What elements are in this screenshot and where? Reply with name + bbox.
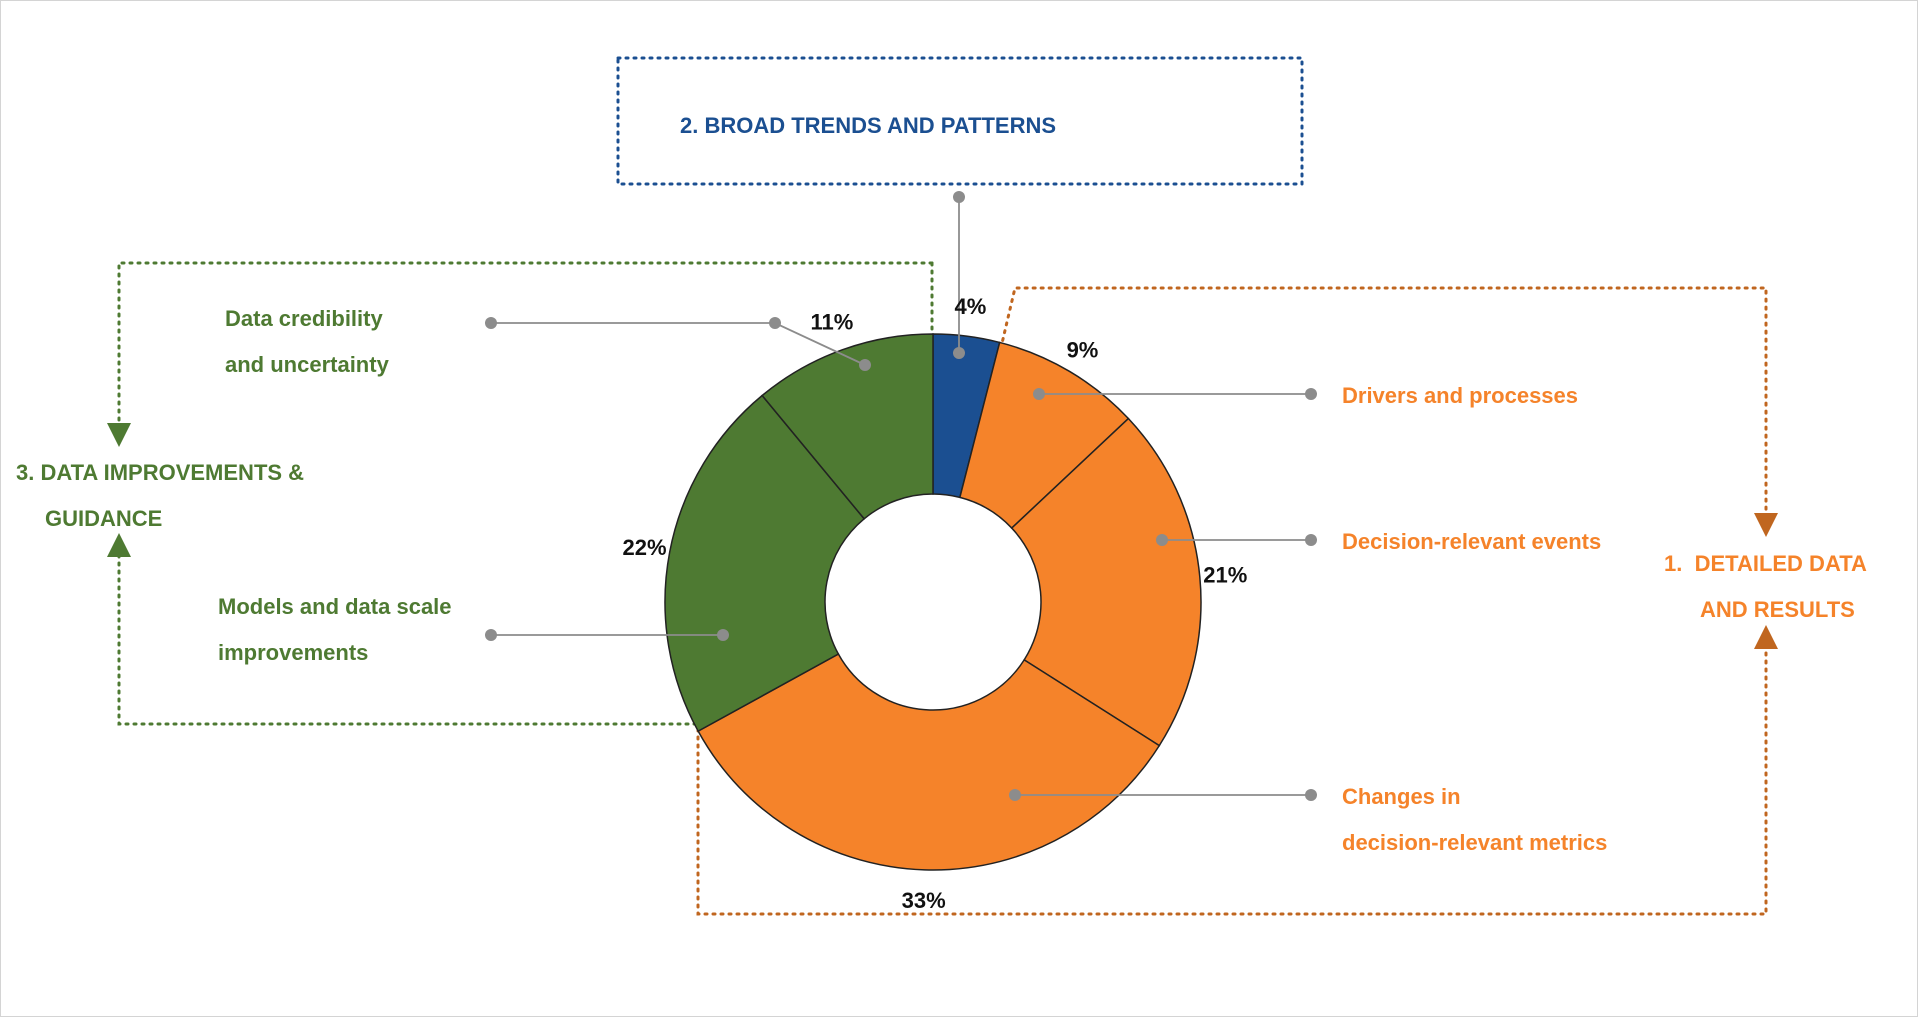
connector-dot-inner-2 [1033, 388, 1045, 400]
category-label-2-line-1: Drivers and processes [1342, 383, 1578, 408]
connector-dot-inner-1 [953, 347, 965, 359]
connector-lines [485, 191, 1317, 801]
category-label-5-line-2: improvements [218, 640, 368, 665]
donut-slice-3 [1010, 417, 1202, 747]
connector-dot-outer-2 [1305, 388, 1317, 400]
connector-dot-elbow-6 [769, 317, 781, 329]
category-label-3-line-1: Decision-relevant events [1342, 529, 1601, 554]
connector-dot-inner-6 [859, 359, 871, 371]
connector-dot-inner-5 [717, 629, 729, 641]
detailed-data-bracket-bottom [696, 625, 1778, 916]
connector-dot-outer-5 [485, 629, 497, 641]
data-improvements-bracket-top [107, 261, 934, 447]
connector-line-6 [491, 322, 866, 366]
connector-dot-outer-1 [953, 191, 965, 203]
connector-dot-outer-6 [485, 317, 497, 329]
percent-labels: 4% 9% 21% 33% 22% 11% [623, 294, 1248, 913]
data-improvements-title-line2: GUIDANCE [45, 506, 162, 531]
data-improvements-bracket-bottom [107, 533, 698, 726]
category-label-6-line-2: and uncertainty [225, 352, 390, 377]
connector-dot-outer-3 [1305, 534, 1317, 546]
percent-label-4: 33% [902, 888, 946, 913]
donut-slice-6 [761, 333, 934, 520]
detailed-data-title-line2: AND RESULTS [1700, 597, 1855, 622]
donut-slice-4 [697, 653, 1161, 871]
category-labels: Drivers and processes Decision-relevant e… [218, 306, 1607, 855]
data-improvements-title-line1: 3. DATA IMPROVEMENTS & [16, 460, 304, 485]
detailed-data-title-line1: 1. DETAILED DATA [1664, 551, 1867, 576]
percent-label-2: 9% [1067, 337, 1099, 362]
percent-label-5: 22% [623, 535, 667, 560]
connector-dot-inner-4 [1009, 789, 1021, 801]
broad-trends-box [616, 56, 1304, 186]
connector-dot-outer-4 [1305, 789, 1317, 801]
broad-trends-title: 2. BROAD TRENDS AND PATTERNS [680, 113, 1056, 138]
detailed-data-bracket-top [997, 286, 1778, 537]
connector-dot-inner-3 [1156, 534, 1168, 546]
category-label-4-line-2: decision-relevant metrics [1342, 830, 1607, 855]
category-label-4-line-1: Changes in [1342, 784, 1461, 809]
donut-slices [664, 333, 1202, 871]
category-label-5-line-1: Models and data scale [218, 594, 452, 619]
percent-label-1: 4% [954, 294, 986, 319]
percent-label-3: 21% [1203, 562, 1247, 587]
category-label-6-line-1: Data credibility [225, 306, 383, 331]
percent-label-6: 11% [811, 309, 854, 334]
